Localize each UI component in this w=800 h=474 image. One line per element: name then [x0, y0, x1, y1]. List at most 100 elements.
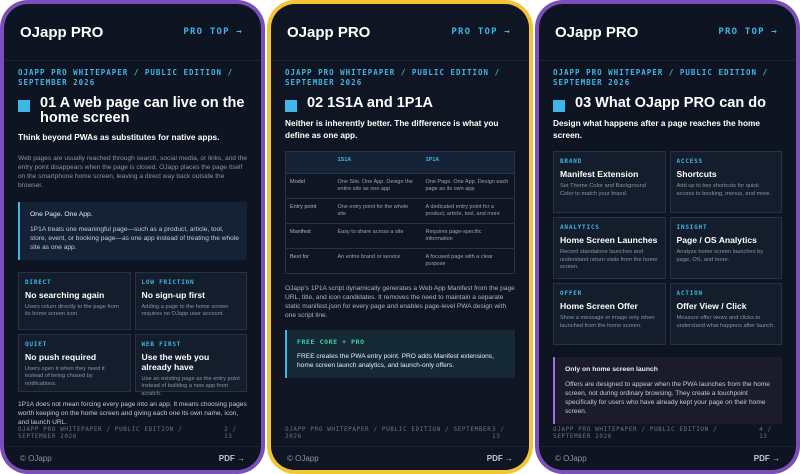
card-description: Record standalone launches and understan…	[560, 249, 658, 270]
eyebrow: OJAPP PRO WHITEPAPER / PUBLIC EDITION / …	[18, 68, 234, 87]
page-footer-line: OJAPP PRO WHITEPAPER / PUBLIC EDITION / …	[285, 426, 515, 440]
section-heading: 01 A web page can live on the home scree…	[18, 96, 247, 126]
header: OJapp PRO PRO TOP →	[271, 4, 529, 60]
card-description: Set Theme Color and Background Color to …	[560, 183, 646, 197]
table-cell: An entire brand or service	[333, 248, 422, 274]
callout-tag: FREE CORE + PRO	[297, 338, 365, 346]
table-cell: A dedicated entry point for a product, a…	[421, 198, 515, 224]
page-content: OJAPP PRO WHITEPAPER / PUBLIC EDITION / …	[285, 68, 515, 378]
eyebrow: OJAPP PRO WHITEPAPER / PUBLIC EDITION / …	[553, 68, 769, 87]
page-content: OJAPP PRO WHITEPAPER / PUBLIC EDITION / …	[553, 68, 782, 424]
card-description: Measure offer views and clicks to unders…	[676, 315, 775, 329]
bottom-bar: © OJapp PDF →	[539, 446, 796, 470]
callout-body: Offers are designed to appear when the P…	[565, 381, 770, 415]
callout-box: FREE CORE + PRO FREE creates the PWA ent…	[285, 330, 515, 378]
feature-card: OFFER Home Screen Offer Show a message o…	[553, 283, 666, 345]
card-title: Shortcuts	[676, 169, 717, 179]
brand-logo[interactable]: OJapp PRO	[20, 23, 104, 41]
card-description: Adding a page to the home screen require…	[141, 303, 229, 318]
callout-title: One Page. One App.	[30, 210, 93, 218]
copyright: © OJapp	[555, 454, 587, 463]
pro-top-link[interactable]: PRO TOP →	[718, 27, 778, 37]
section-heading: 02 1S1A and 1P1A	[285, 96, 515, 112]
card-title: Home Screen Offer	[560, 301, 638, 311]
card-description: Users return directly to the page from i…	[25, 303, 119, 318]
feature-card: ANALYTICS Home Screen Launches Record st…	[553, 217, 666, 279]
footer-edition: OJAPP PRO WHITEPAPER / PUBLIC EDITION / …	[285, 426, 492, 440]
page-title: 03 What OJapp PRO can do	[575, 95, 766, 111]
body-paragraph: OJapp's 1P1A script dynamically generate…	[285, 285, 515, 319]
pro-top-link[interactable]: PRO TOP →	[183, 27, 243, 37]
card-title: No sign-up first	[141, 289, 206, 300]
feature-grid: DIRECT No searching again Users return d…	[18, 271, 247, 397]
comparison-table: 1S1A 1P1A Model One Site. One App. Desig…	[285, 151, 515, 274]
callout-body: 1P1A treats one meaningful page—such as …	[30, 225, 239, 251]
header-divider	[4, 60, 261, 61]
table-header-cell: 1S1A	[333, 151, 422, 174]
card-tag: ACTION	[676, 290, 703, 297]
page-footer-line: OJAPP PRO WHITEPAPER / PUBLIC EDITION / …	[18, 426, 247, 440]
table-cell: One entry point for the whole site	[333, 198, 422, 224]
feature-card: DIRECT No searching again Users return d…	[18, 271, 131, 330]
lead-text: Design what happens after a page reaches…	[553, 118, 761, 140]
pdf-link[interactable]: PDF →	[218, 454, 245, 463]
card-tag: LOW FRICTION	[141, 278, 195, 286]
card-title: Page / OS Analytics	[676, 235, 757, 245]
table-cell: Entry point	[285, 198, 334, 224]
page-title: 01 A web page can live on the home scree…	[40, 95, 245, 126]
callout-title: Only on home screen launch	[565, 366, 658, 373]
phone-frame-page-3: OJapp PRO PRO TOP → OJAPP PRO WHITEPAPER…	[267, 0, 533, 474]
header: OJapp PRO PRO TOP →	[4, 4, 261, 60]
bottom-bar: © OJapp PDF →	[271, 446, 529, 470]
phone-screen: OJapp PRO PRO TOP → OJAPP PRO WHITEPAPER…	[539, 4, 796, 470]
card-title: No searching again	[25, 289, 105, 300]
copyright: © OJapp	[20, 454, 52, 463]
feature-card: BRAND Manifest Extension Set Theme Color…	[553, 151, 666, 213]
page-number: 3 / 13	[492, 426, 505, 440]
table-row: Entry point One entry point for the whol…	[285, 198, 515, 224]
brand-logo[interactable]: OJapp PRO	[555, 23, 639, 41]
table-row: Best for An entire brand or service A fo…	[285, 248, 515, 274]
feature-card: LOW FRICTION No sign-up first Adding a p…	[134, 271, 247, 330]
page-content: OJAPP PRO WHITEPAPER / PUBLIC EDITION / …	[18, 68, 247, 427]
table-cell: A focused page with a clear purpose	[421, 248, 515, 274]
card-description: Analyze home screen launches by page, OS…	[676, 249, 764, 263]
phone-screen: OJapp PRO PRO TOP → OJAPP PRO WHITEPAPER…	[271, 4, 529, 470]
phone-screen: OJapp PRO PRO TOP → OJAPP PRO WHITEPAPER…	[4, 4, 261, 470]
header-divider	[539, 60, 796, 61]
pdf-link[interactable]: PDF →	[486, 454, 513, 463]
table-cell: Best for	[285, 248, 334, 274]
eyebrow: OJAPP PRO WHITEPAPER / PUBLIC EDITION / …	[285, 68, 501, 87]
closing-note: 1P1A does not mean forcing every page in…	[18, 400, 247, 426]
feature-card: ACCESS Shortcuts Add up to two shortcuts…	[669, 151, 782, 213]
brand-logo[interactable]: OJapp PRO	[287, 23, 371, 41]
footer-edition: OJAPP PRO WHITEPAPER / PUBLIC EDITION / …	[18, 426, 183, 440]
phone-frame-page-4: OJapp PRO PRO TOP → OJAPP PRO WHITEPAPER…	[535, 0, 800, 474]
table-header-cell	[285, 151, 334, 174]
pdf-link[interactable]: PDF →	[753, 454, 780, 463]
card-description: Users open it when they need it instead …	[25, 365, 105, 387]
card-tag: ACCESS	[676, 158, 703, 165]
heading-marker-icon	[18, 100, 30, 112]
table-cell: One Site. One App. Design the entire sit…	[333, 173, 422, 199]
copyright: © OJapp	[287, 454, 319, 463]
card-tag: WEB FIRST	[141, 340, 182, 348]
header-divider	[271, 60, 529, 61]
card-description: Add up to two shortcuts for quick access…	[676, 183, 772, 197]
card-title: No push required	[25, 351, 97, 362]
header: OJapp PRO PRO TOP →	[539, 4, 796, 60]
card-title: Offer View / Click	[676, 301, 747, 311]
card-tag: OFFER	[560, 290, 583, 297]
pro-top-link[interactable]: PRO TOP →	[451, 27, 511, 37]
card-tag: INSIGHT	[676, 224, 708, 231]
footer-edition: OJAPP PRO WHITEPAPER / PUBLIC EDITION / …	[553, 426, 718, 440]
bottom-bar: © OJapp PDF →	[4, 446, 261, 470]
card-title: Manifest Extension	[560, 169, 639, 179]
table-cell: Easy to share across a site	[333, 223, 422, 249]
section-heading: 03 What OJapp PRO can do	[553, 96, 782, 112]
card-tag: BRAND	[560, 158, 583, 165]
callout-body: FREE creates the PWA entry point. PRO ad…	[297, 353, 494, 369]
table-header-cell: 1P1A	[421, 151, 515, 174]
feature-card: INSIGHT Page / OS Analytics Analyze home…	[669, 217, 782, 279]
table-row: Manifest Easy to share across a site Req…	[285, 223, 515, 249]
